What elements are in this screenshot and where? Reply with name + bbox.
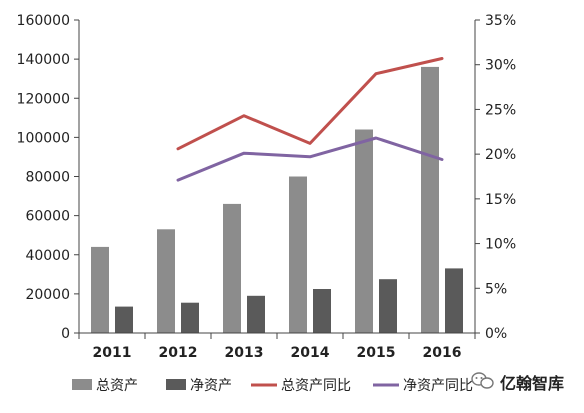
y-left-tick-label: 20000 [25, 287, 70, 303]
legend-label-net-assets-yoy: 净资产同比 [403, 378, 473, 394]
y-left-tick-label: 100000 [17, 130, 70, 146]
y-left-tick-label: 80000 [25, 170, 70, 186]
y-left-tick-label: 40000 [25, 248, 70, 264]
y-left-tick-label: 140000 [17, 52, 70, 68]
y-right-tick-label: 10% [485, 237, 516, 253]
watermark-text: 亿翰智库 [500, 374, 564, 393]
legend: 总资产 净资产 总资产同比 净资产同比 [72, 378, 473, 394]
legend-swatch-net-assets [166, 379, 186, 390]
line-total-assets-yoy [176, 57, 444, 151]
axes: 0 20000 40000 60000 80000 100000 120000 140000 1… [17, 13, 517, 361]
y-right-tick-label: 35% [485, 13, 516, 29]
bar-net-assets-2015 [379, 279, 397, 333]
bar-total-assets-2011 [91, 246, 109, 333]
x-tick-label: 2016 [423, 345, 462, 361]
y-left-tick-label: 60000 [25, 209, 70, 225]
legend-label-total-assets-yoy: 总资产同比 [281, 378, 351, 394]
bar-total-assets-2016 [421, 66, 439, 334]
y-right-tick-label: 20% [485, 147, 516, 163]
legend-swatch-total-assets [72, 379, 92, 390]
x-tick-label: 2013 [225, 345, 264, 361]
bar-net-assets-2014 [313, 289, 331, 333]
y-right-tick-label: 25% [485, 102, 516, 118]
y-right-tick-label: 15% [485, 192, 516, 208]
y-right-tick-label: 5% [485, 281, 507, 297]
legend-label-total-assets: 总资产 [96, 378, 138, 394]
y-left-tick-label: 120000 [17, 91, 70, 107]
bar-net-assets-2012 [181, 302, 199, 333]
bar-total-assets-2014 [289, 176, 307, 333]
x-tick-label: 2012 [159, 345, 198, 361]
y-right-tick-label: 30% [485, 58, 516, 74]
bar-total-assets-2013 [223, 203, 241, 333]
watermark: 亿翰智库 [471, 372, 564, 393]
legend-label-net-assets: 净资产 [190, 378, 232, 394]
wechat-icon [471, 372, 494, 389]
bar-net-assets-2013 [247, 295, 265, 333]
bar-net-assets-2016 [445, 268, 463, 333]
x-tick-label: 2011 [93, 345, 132, 361]
line-net-assets-yoy [176, 136, 444, 182]
y-left-tick-label: 160000 [17, 13, 70, 29]
bar-total-assets-2015 [355, 129, 373, 333]
bar-total-assets-2012 [157, 229, 175, 333]
x-tick-label: 2014 [291, 345, 330, 361]
y-right-tick-label: 0% [485, 326, 507, 342]
x-tick-label: 2015 [357, 345, 396, 361]
lines [176, 57, 444, 182]
bars [91, 66, 463, 334]
y-left-tick-label: 0 [61, 326, 70, 342]
bar-net-assets-2011 [115, 306, 133, 333]
